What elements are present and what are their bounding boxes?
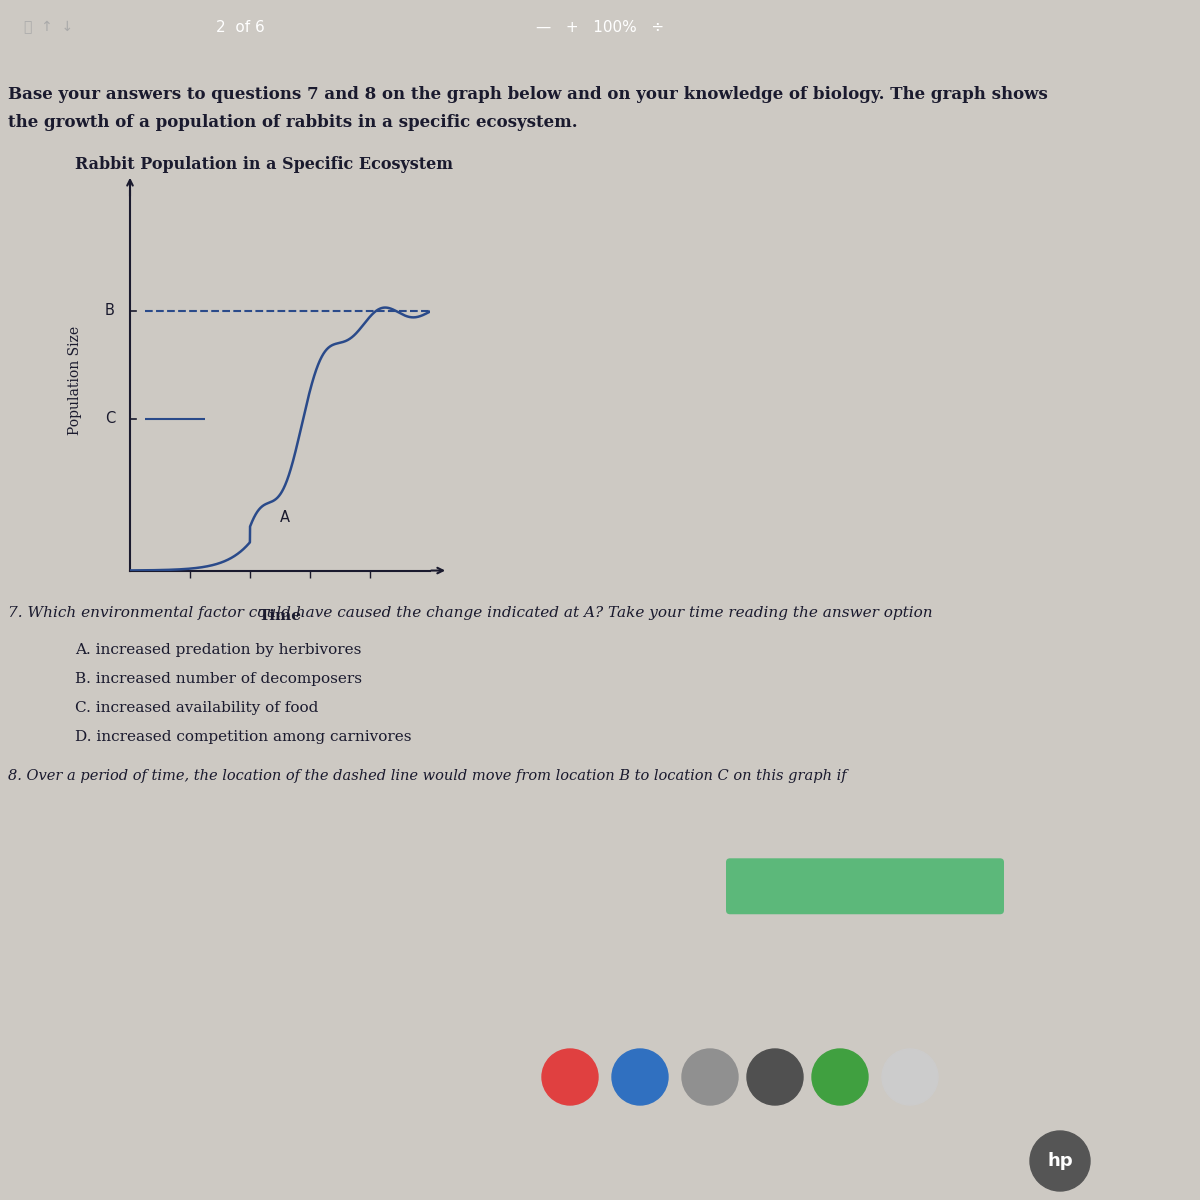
Text: 8. Over a period of time, the location of the dashed line would move from locati: 8. Over a period of time, the location o… <box>8 769 847 784</box>
Text: Rabbit Population in a Specific Ecosystem: Rabbit Population in a Specific Ecosyste… <box>74 156 454 173</box>
Text: C. increased availability of food: C. increased availability of food <box>74 702 318 715</box>
Text: Time: Time <box>258 608 301 623</box>
Text: A: A <box>280 510 290 526</box>
Circle shape <box>682 1049 738 1105</box>
Text: 2  of 6: 2 of 6 <box>216 19 265 35</box>
Text: ⌕  ↑  ↓: ⌕ ↑ ↓ <box>24 20 73 34</box>
FancyBboxPatch shape <box>726 858 1004 914</box>
Circle shape <box>812 1049 868 1105</box>
Circle shape <box>1030 1130 1090 1190</box>
Text: C: C <box>104 412 115 426</box>
Text: Base your answers to questions 7 and 8 on the graph below and on your knowledge : Base your answers to questions 7 and 8 o… <box>8 86 1048 103</box>
Text: B. increased number of decomposers: B. increased number of decomposers <box>74 672 362 686</box>
Text: —   +   100%   ÷: — + 100% ÷ <box>536 19 664 35</box>
Text: Population Size: Population Size <box>68 326 82 436</box>
Circle shape <box>746 1049 803 1105</box>
Text: 7. Which environmental factor could have caused the change indicated at A? Take : 7. Which environmental factor could have… <box>8 606 932 619</box>
Text: hp: hp <box>1048 1152 1073 1170</box>
Text: ✓ I am finished: ✓ I am finished <box>788 877 941 895</box>
Circle shape <box>882 1049 938 1105</box>
Text: B: B <box>106 304 115 318</box>
Text: A. increased predation by herbivores: A. increased predation by herbivores <box>74 643 361 658</box>
Circle shape <box>542 1049 598 1105</box>
Text: the growth of a population of rabbits in a specific ecosystem.: the growth of a population of rabbits in… <box>8 114 577 131</box>
Text: D. increased competition among carnivores: D. increased competition among carnivore… <box>74 731 412 744</box>
Circle shape <box>612 1049 668 1105</box>
